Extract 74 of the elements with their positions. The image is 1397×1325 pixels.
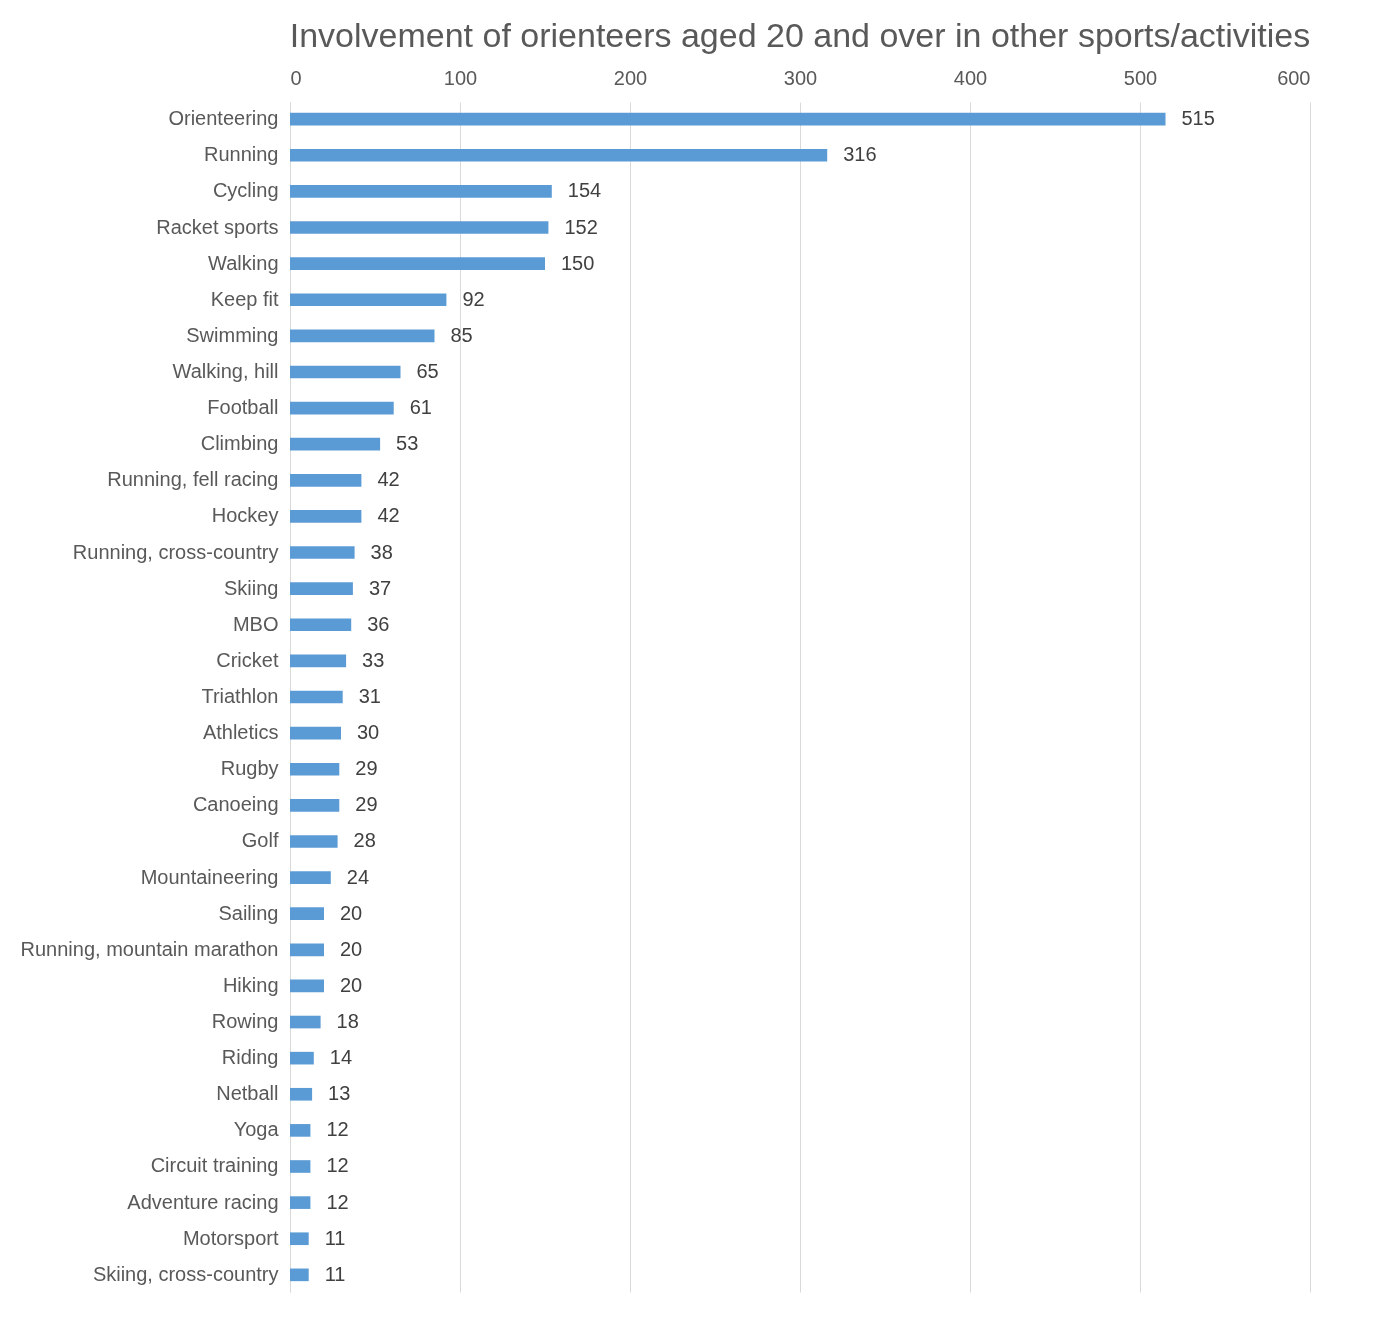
data-label: 36	[367, 612, 390, 635]
data-label: 18	[336, 1010, 359, 1033]
y-tick-label: Adventure racing	[127, 1190, 279, 1213]
y-tick-label: Netball	[216, 1082, 279, 1105]
y-tick-label: Motorsport	[182, 1226, 279, 1249]
x-tick-label: 600	[1277, 66, 1311, 89]
y-tick-label: Skiing, cross-country	[92, 1262, 279, 1285]
x-tick-label: 0	[290, 66, 302, 89]
data-label: 42	[377, 468, 400, 491]
data-label: 24	[346, 865, 370, 888]
data-label: 13	[328, 1082, 351, 1105]
data-label: 30	[357, 721, 380, 744]
data-label: 53	[396, 432, 419, 455]
data-label: 12	[326, 1154, 349, 1177]
y-tick-label: Walking	[208, 251, 279, 274]
y-tick-label: Athletics	[202, 721, 279, 744]
data-label: 20	[340, 973, 363, 996]
data-label: 152	[564, 215, 598, 238]
y-tick-label: Skiing	[224, 576, 279, 599]
x-tick-label: 500	[1123, 66, 1158, 89]
y-tick-label: Triathlon	[201, 685, 279, 707]
data-label: 11	[324, 1262, 346, 1285]
data-label: 12	[326, 1118, 349, 1141]
y-tick-label: Riding	[221, 1046, 279, 1069]
y-tick-label: Swimming	[186, 323, 279, 346]
data-label: 37	[368, 576, 392, 599]
y-tick-label: Football	[207, 396, 279, 419]
x-tick-label: 300	[783, 66, 818, 89]
y-tick-label: Hockey	[211, 504, 279, 527]
data-label: 33	[362, 648, 385, 671]
data-label: 29	[355, 757, 378, 780]
y-tick-label: Yoga	[233, 1118, 280, 1141]
data-label: 11	[324, 1226, 346, 1249]
data-label: 515	[1181, 107, 1215, 130]
y-tick-label: Orienteering	[168, 107, 279, 130]
y-tick-label: Rugby	[220, 757, 279, 780]
y-tick-label: Running, fell racing	[107, 468, 279, 491]
data-label: 150	[561, 251, 595, 274]
data-label: 38	[370, 540, 393, 563]
y-tick-label: Running, cross-country	[72, 540, 279, 563]
x-tick-label: 100	[443, 66, 478, 89]
chart-title: Involvement of orienteers aged 20 and over in other sports/activities	[289, 16, 1311, 54]
data-label: 316	[843, 143, 877, 166]
y-tick-label: Cycling	[212, 179, 279, 202]
y-tick-label: Rowing	[211, 1010, 279, 1033]
data-label: 42	[377, 504, 400, 527]
data-label: 154	[567, 179, 602, 202]
data-label: 61	[409, 396, 432, 419]
y-tick-label: Hiking	[222, 973, 279, 996]
data-label: 12	[326, 1190, 349, 1213]
x-tick-label: 400	[953, 66, 988, 89]
y-tick-label: Climbing	[200, 432, 279, 455]
y-tick-label: Golf	[241, 829, 279, 852]
y-tick-label: Running, mountain marathon	[20, 937, 279, 960]
y-tick-label: MBO	[232, 612, 279, 635]
data-label: 92	[462, 287, 485, 310]
y-tick-label: Canoeing	[192, 793, 279, 816]
data-label: 14	[329, 1046, 353, 1069]
y-tick-label: Walking, hill	[172, 359, 279, 382]
y-tick-label: Keep fit	[210, 287, 279, 310]
y-tick-label: Racket sports	[156, 215, 279, 238]
data-label: 20	[340, 901, 363, 924]
y-tick-label: Sailing	[218, 901, 279, 924]
y-tick-label: Running	[203, 143, 279, 166]
y-tick-label: Mountaineering	[140, 865, 279, 888]
data-label: 28	[353, 829, 376, 852]
data-label: 65	[416, 359, 439, 382]
data-label: 85	[450, 323, 473, 346]
data-label: 29	[355, 793, 378, 816]
x-tick-label: 200	[613, 66, 648, 89]
y-tick-label: Cricket	[216, 648, 279, 671]
data-label: 31	[358, 685, 381, 707]
data-label: 20	[340, 937, 363, 960]
y-tick-label: Circuit training	[150, 1154, 279, 1177]
